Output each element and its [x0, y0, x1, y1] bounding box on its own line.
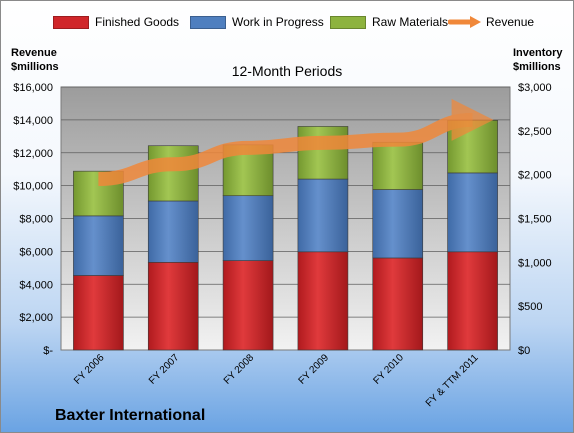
- bar-work-in-progress: [297, 178, 349, 253]
- left-tick-label: $2,000: [19, 312, 53, 324]
- chart-subtitle: 12-Month Periods: [231, 63, 343, 79]
- left-axis-title: Revenue $millions: [11, 46, 59, 74]
- legend-label-revenue: Revenue: [486, 15, 535, 29]
- legend-item-revenue: Revenue: [448, 15, 534, 29]
- legend-label-finished-goods: Finished Goods: [95, 15, 180, 29]
- right-tick-label: $0: [518, 345, 530, 357]
- right-tick-label: $2,500: [518, 126, 552, 138]
- x-tick-label: FY 2006: [72, 352, 107, 387]
- left-tick-label: $8,000: [19, 214, 53, 226]
- left-tick-label: $16,000: [13, 82, 53, 94]
- bar-work-in-progress: [147, 200, 199, 263]
- legend-item-raw-materials: Raw Materials: [330, 15, 448, 29]
- right-tick-label: $1,000: [518, 257, 552, 269]
- legend-label-work-in-progress: Work in Progress: [232, 15, 324, 29]
- right-tick-label: $1,500: [518, 214, 552, 226]
- bar-raw-materials: [147, 145, 199, 202]
- left-tick-label: $10,000: [13, 181, 53, 193]
- right-axis-title: Inventory $millions: [513, 46, 563, 74]
- work-in-progress-swatch: [190, 15, 226, 29]
- bar-finished-goods: [297, 251, 349, 351]
- bar-finished-goods: [73, 275, 124, 351]
- x-tick-label: FY 2010: [371, 352, 406, 387]
- left-axis-title-line1: Revenue: [11, 47, 57, 59]
- bar-work-in-progress: [73, 215, 124, 276]
- x-tick-label: FY 2009: [297, 352, 332, 387]
- right-axis-title-line2: $millions: [513, 61, 561, 73]
- x-tick-label: FY 2008: [222, 352, 257, 387]
- left-tick-label: $12,000: [13, 148, 53, 160]
- left-tick-label: $-: [43, 345, 53, 357]
- bar-work-in-progress: [372, 189, 424, 259]
- right-axis-title-line1: Inventory: [513, 47, 563, 59]
- left-tick-label: $6,000: [19, 246, 53, 258]
- legend-item-finished-goods: Finished Goods: [53, 15, 179, 29]
- x-tick-label: FY & TTM 2011: [424, 352, 481, 409]
- finished-goods-swatch: [53, 15, 89, 29]
- legend-label-raw-materials: Raw Materials: [372, 15, 449, 29]
- legend-item-work-in-progress: Work in Progress: [190, 15, 324, 29]
- left-axis-title-line2: $millions: [11, 61, 59, 73]
- bar-work-in-progress: [447, 172, 498, 253]
- bar-finished-goods: [147, 262, 199, 351]
- bar-finished-goods: [222, 260, 274, 351]
- left-tick-label: $4,000: [19, 279, 53, 291]
- bar-finished-goods: [372, 257, 424, 351]
- left-tick-label: $14,000: [13, 115, 53, 127]
- bar-work-in-progress: [222, 195, 274, 261]
- right-tick-label: $3,000: [518, 82, 552, 94]
- revenue-arrow-icon: [448, 16, 481, 28]
- right-tick-label: $2,000: [518, 170, 552, 182]
- raw-materials-swatch: [330, 15, 366, 29]
- x-tick-label: FY 2007: [147, 352, 182, 387]
- bar-finished-goods: [447, 251, 498, 351]
- right-tick-label: $500: [518, 301, 542, 313]
- bar-raw-materials: [297, 126, 349, 180]
- bar-raw-materials: [372, 141, 424, 190]
- company-name: Baxter International: [55, 407, 206, 424]
- revenue-line: [98, 98, 494, 187]
